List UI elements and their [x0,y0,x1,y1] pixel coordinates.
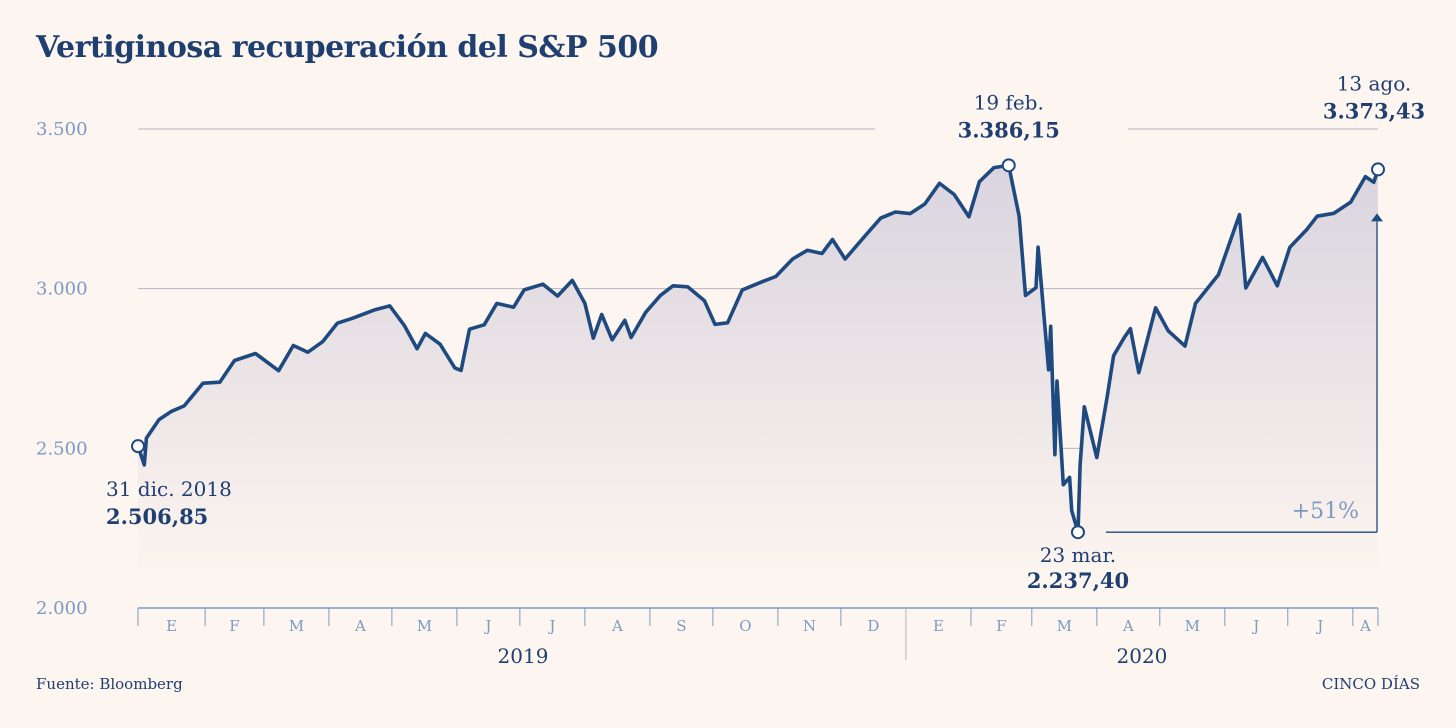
month-label: D [867,617,879,635]
annotation-marker [1371,162,1385,177]
annotation-value: 3.373,43 [1323,98,1425,123]
month-label: J [547,617,555,635]
annotation-marker [1070,525,1085,540]
annotation-date: 13 ago. [1337,71,1412,95]
month-label: O [739,617,751,635]
annotation-date: 23 mar. [1040,543,1116,567]
month-label: M [1057,617,1072,635]
month-label: A [354,617,366,635]
month-label: M [1185,617,1200,635]
annotations: 31 dic. 2018 2.506,85 19 feb. 3.386,15 23 ma… [106,71,1425,593]
year-label: 2019 [498,644,549,668]
series-layer [136,163,1380,535]
y-tick-label: 3.500 [36,119,88,140]
month-label: N [803,617,816,635]
brand-logo: CINCO DÍAS [1321,675,1420,693]
area-layer [138,165,1378,583]
change-arrow-head [1371,213,1383,222]
month-label: A [1359,617,1371,635]
annotation-value: 3.386,15 [958,117,1060,142]
month-label: J [1315,617,1323,635]
annotation-date: 19 feb. [974,90,1044,114]
annotation-marker [1001,158,1016,173]
series-line [136,163,1380,535]
annotation-value: 2.506,85 [106,504,208,529]
month-label: S [676,617,686,635]
change-label: +51% [1292,499,1359,524]
area-fill [138,165,1378,583]
month-label: M [289,617,304,635]
source-note: Fuente: Bloomberg [36,675,183,693]
month-label: J [483,617,491,635]
y-tick-label: 2.000 [36,598,88,619]
month-label: E [166,617,177,635]
month-label: F [229,617,239,635]
annotation-value: 2.237,40 [1027,568,1129,593]
month-label: A [1122,617,1134,635]
y-tick-label: 3.000 [36,279,88,300]
month-label: M [417,617,432,635]
y-tick-label: 2.500 [36,438,88,459]
change-indicator: +51% [1105,213,1383,533]
month-label: A [611,617,623,635]
x-axis: E F M A M J J A S O N D E F M A M J J A 2019 2020 [137,607,1379,668]
month-label: E [933,617,944,635]
year-label: 2020 [1117,644,1168,668]
month-label: F [996,617,1006,635]
annotation-marker [131,439,145,454]
annotation-date: 31 dic. 2018 [106,477,232,501]
chart-title: Vertiginosa recuperación del S&P 500 [36,30,659,65]
month-label: J [1251,617,1259,635]
